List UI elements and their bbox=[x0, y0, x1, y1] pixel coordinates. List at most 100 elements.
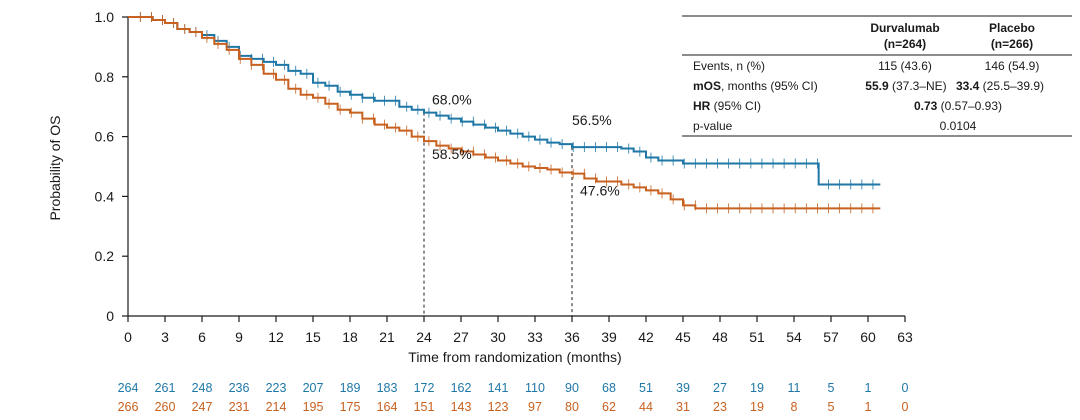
risk-durvalumab: 5 bbox=[828, 381, 835, 395]
risk-placebo: 195 bbox=[303, 400, 324, 414]
series-line-durvalumab bbox=[128, 16, 881, 186]
table-row-hr-value: 0.73 (0.57–0.93) bbox=[914, 99, 1002, 113]
table-row-events-v2: 146 (54.9) bbox=[985, 59, 1040, 73]
series-line-placebo bbox=[128, 16, 881, 210]
risk-placebo: 143 bbox=[451, 400, 472, 414]
x-tick-label: 6 bbox=[198, 329, 206, 345]
risk-durvalumab: 162 bbox=[451, 381, 472, 395]
x-ticks: 0 3 6 9 12 15 18 21 24 27 30 33 36 39 42 45 48 51 54 57 60 63 bbox=[124, 316, 913, 345]
risk-placebo: 231 bbox=[229, 400, 250, 414]
x-tick-label: 36 bbox=[564, 329, 580, 345]
risk-placebo: 97 bbox=[528, 400, 542, 414]
risk-durvalumab: 51 bbox=[639, 381, 653, 395]
y-tick-label: 0 bbox=[106, 308, 114, 324]
risk-durvalumab: 189 bbox=[340, 381, 361, 395]
table-row-mos-label: mOS, months (95% CI) bbox=[693, 79, 818, 93]
risk-placebo: 175 bbox=[340, 400, 361, 414]
risk-placebo: 19 bbox=[750, 400, 764, 414]
x-tick-label: 27 bbox=[453, 329, 469, 345]
table-row-mos-v1: 55.9 (37.3–NE) bbox=[865, 79, 946, 93]
risk-durvalumab: 39 bbox=[676, 381, 690, 395]
risk-durvalumab: 183 bbox=[377, 381, 398, 395]
x-tick-label: 24 bbox=[416, 329, 432, 345]
x-tick-label: 15 bbox=[305, 329, 321, 345]
table-row-p-value: 0.0104 bbox=[940, 119, 977, 133]
table-row-mos-v2: 33.4 (25.5–39.9) bbox=[956, 79, 1044, 93]
risk-durvalumab: 27 bbox=[713, 381, 727, 395]
risk-placebo: 31 bbox=[676, 400, 690, 414]
summary-table: Durvalumab (n=264) Placebo (n=266) Event… bbox=[682, 15, 1072, 137]
risk-durvalumab: 68 bbox=[602, 381, 616, 395]
risk-durvalumab: 248 bbox=[192, 381, 213, 395]
table-row-events-label: Events, n (%) bbox=[693, 59, 765, 73]
table-col1-n: (n=264) bbox=[884, 37, 926, 51]
risk-durvalumab: 110 bbox=[525, 381, 545, 395]
axes bbox=[127, 17, 905, 317]
risk-durvalumab: 1 bbox=[865, 381, 872, 395]
table-row-hr-label: HR (95% CI) bbox=[693, 99, 761, 113]
x-tick-label: 54 bbox=[786, 329, 802, 345]
risk-durvalumab: 90 bbox=[565, 381, 579, 395]
table-col2-name: Placebo bbox=[989, 21, 1035, 35]
y-ticks: 0 0.2 0.4 0.6 0.8 1.0 bbox=[95, 9, 128, 324]
risk-durvalumab: 261 bbox=[155, 381, 176, 395]
risk-durvalumab: 172 bbox=[414, 381, 435, 395]
risk-placebo: 62 bbox=[602, 400, 616, 414]
y-tick-label: 0.2 bbox=[95, 248, 115, 264]
x-tick-label: 33 bbox=[527, 329, 543, 345]
risk-placebo: 123 bbox=[488, 400, 509, 414]
risk-durvalumab: 264 bbox=[118, 381, 139, 395]
x-tick-label: 39 bbox=[601, 329, 617, 345]
y-tick-label: 0.4 bbox=[95, 188, 115, 204]
risk-placebo: 260 bbox=[155, 400, 176, 414]
x-tick-label: 45 bbox=[675, 329, 691, 345]
x-tick-label: 9 bbox=[235, 329, 243, 345]
x-axis-title: Time from randomization (months) bbox=[408, 349, 621, 365]
x-tick-label: 3 bbox=[161, 329, 169, 345]
risk-placebo: 44 bbox=[639, 400, 653, 414]
annotation-label: 58.5% bbox=[432, 146, 472, 162]
risk-placebo: 214 bbox=[266, 400, 287, 414]
risk-durvalumab: 223 bbox=[266, 381, 287, 395]
x-tick-label: 12 bbox=[268, 329, 284, 345]
annotation-label: 47.6% bbox=[580, 183, 620, 199]
y-tick-label: 0.8 bbox=[95, 69, 115, 85]
risk-placebo: 266 bbox=[118, 400, 139, 414]
series-group bbox=[128, 12, 881, 214]
risk-durvalumab: 207 bbox=[303, 381, 324, 395]
table-row-p-label: p-value bbox=[693, 119, 733, 133]
x-tick-label: 51 bbox=[749, 329, 765, 345]
x-tick-label: 42 bbox=[638, 329, 654, 345]
risk-placebo: 151 bbox=[414, 400, 435, 414]
risk-durvalumab: 11 bbox=[788, 381, 801, 395]
risk-placebo: 80 bbox=[565, 400, 579, 414]
risk-placebo: 247 bbox=[192, 400, 213, 414]
y-tick-label: 1.0 bbox=[95, 9, 115, 25]
y-axis-title: Probability of OS bbox=[47, 115, 63, 220]
x-tick-label: 0 bbox=[124, 329, 132, 345]
reference-lines bbox=[423, 112, 573, 316]
x-tick-label: 21 bbox=[379, 329, 395, 345]
annotation-label: 56.5% bbox=[572, 112, 612, 128]
risk-durvalumab: 141 bbox=[488, 381, 509, 395]
risk-placebo: 0 bbox=[902, 400, 909, 414]
annotations: 68.0% 58.5% 56.5% 47.6% bbox=[432, 92, 620, 199]
risk-placebo: 5 bbox=[828, 400, 835, 414]
x-tick-label: 60 bbox=[860, 329, 876, 345]
risk-durvalumab: 236 bbox=[229, 381, 250, 395]
risk-placebo: 1 bbox=[865, 400, 872, 414]
risk-durvalumab: 19 bbox=[750, 381, 764, 395]
risk-durvalumab: 0 bbox=[902, 381, 909, 395]
risk-placebo: 8 bbox=[791, 400, 798, 414]
x-tick-label: 18 bbox=[342, 329, 358, 345]
x-tick-label: 57 bbox=[823, 329, 839, 345]
y-tick-label: 0.6 bbox=[95, 129, 115, 145]
table-row-events-v1: 115 (43.6) bbox=[878, 59, 932, 73]
risk-placebo: 23 bbox=[713, 400, 727, 414]
table-col1-name: Durvalumab bbox=[870, 21, 939, 35]
number-at-risk: 264 261 248 236 223 207 189 183 172 162 141 110 90 68… bbox=[118, 381, 909, 414]
annotation-label: 68.0% bbox=[432, 92, 472, 108]
risk-placebo: 164 bbox=[377, 400, 398, 414]
